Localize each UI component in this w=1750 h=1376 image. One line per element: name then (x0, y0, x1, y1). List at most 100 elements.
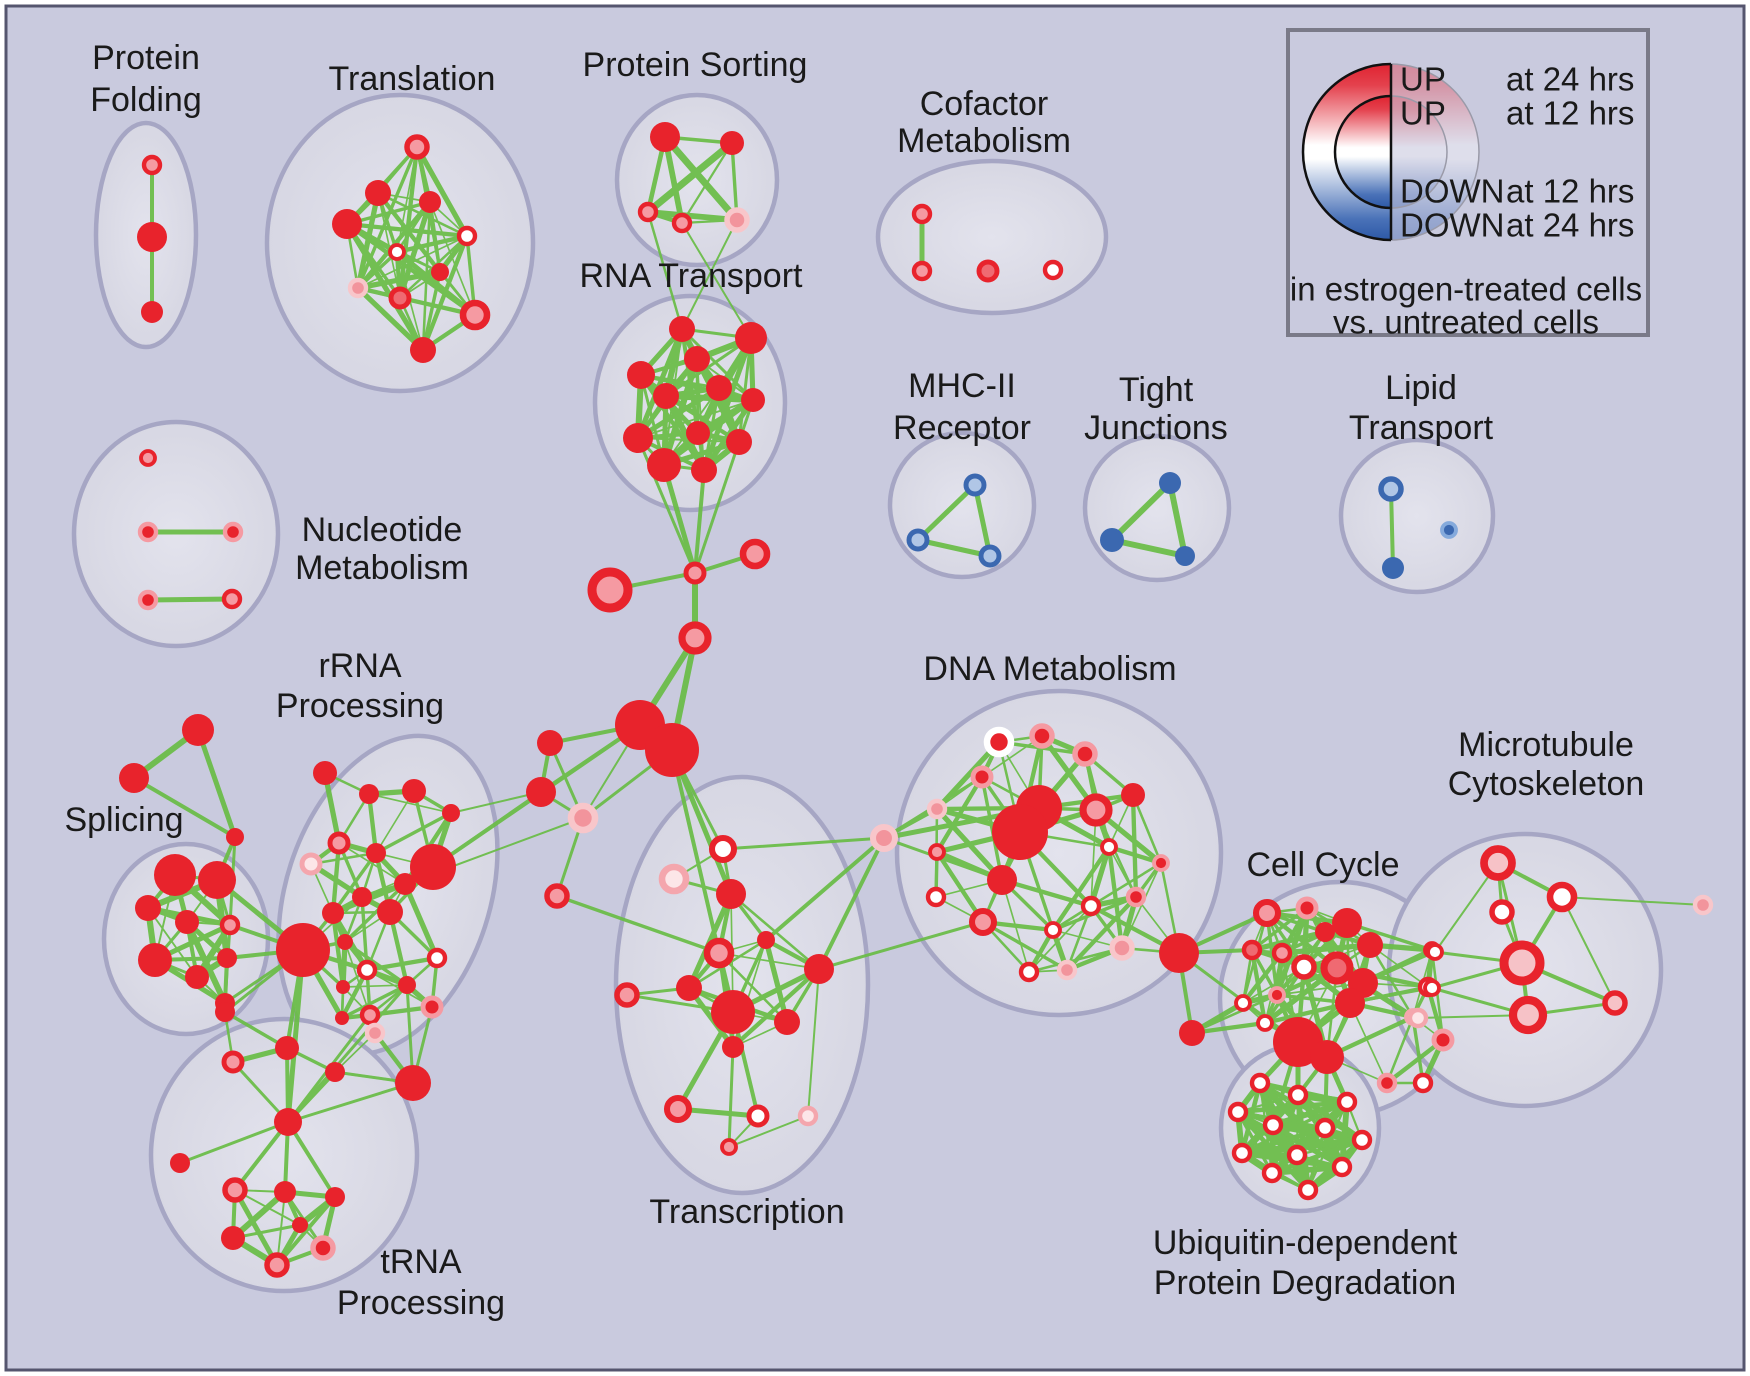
gene-node-microtubule (1508, 995, 1548, 1035)
gene-node-dna-met (1072, 741, 1098, 767)
gene-node-tight-junctions (1100, 528, 1124, 552)
gene-node-transcription (703, 937, 735, 969)
gene-node-transcription (757, 931, 775, 949)
gene-node-trna (364, 1022, 386, 1044)
edge-tight-junctions (1109, 480, 1173, 543)
gene-node-ubiquitin (1351, 1129, 1373, 1151)
edge-rrna--trna (285, 947, 306, 1125)
edge-connectors (195, 727, 238, 840)
mesh-edge-dna-met (1106, 844, 1164, 866)
mesh-edge-cell-cycle (1190, 993, 1279, 1035)
mesh-edge-ubiquitin (1269, 1164, 1345, 1176)
gene-node-cell-cycle (1357, 932, 1383, 958)
mesh-edge-rna-transport (680, 327, 755, 402)
gene-node-trna (264, 1252, 290, 1278)
legend-time-label: at 24 hrs (1506, 61, 1634, 98)
cluster-ellipse-lipid (1338, 437, 1496, 595)
gene-node-rrna (420, 995, 444, 1019)
cluster-label-cofactor: Metabolism (897, 122, 1071, 160)
gene-node-lipid (1382, 557, 1404, 579)
mesh-edge-rna-transport (637, 399, 754, 439)
mesh-edge-cell-cycle (1385, 1015, 1415, 1085)
gene-node-ubiquitin (1314, 1117, 1336, 1139)
gene-node-dna-met (1056, 959, 1078, 981)
gene-node-microtubule (1499, 940, 1545, 986)
gene-node-transcription (716, 879, 746, 909)
mesh-edge-ubiquitin (1269, 1137, 1365, 1176)
mesh-edge-translation (428, 200, 442, 274)
gene-node-dna-met (970, 765, 994, 789)
mesh-edge-cell-cycle (1240, 950, 1285, 1006)
gene-node-microtubule (1423, 979, 1441, 997)
gene-node-rna-transport (706, 375, 732, 401)
legend-time-label: at 12 hrs (1506, 95, 1634, 132)
gene-node-splicing (219, 914, 241, 936)
gene-node-cell-cycle (1335, 988, 1365, 1018)
gene-node-dna-met (928, 843, 946, 861)
gene-node-splicing (217, 948, 237, 968)
edge-rrna--trna (286, 983, 409, 1124)
cluster-label-mhc: MHC-II (908, 367, 1016, 405)
edge-rna-transport--connectors (661, 462, 698, 576)
gene-node-nucleotide (139, 449, 157, 467)
edge-mhc (915, 537, 993, 559)
gene-node-connectors (544, 883, 570, 909)
edge-mhc (915, 482, 978, 543)
gene-node-connectors (645, 723, 699, 777)
mesh-edge-protein-sorting (661, 133, 741, 224)
mesh-edge-rrna (364, 955, 440, 973)
edge-nucleotide (145, 596, 235, 603)
gene-node-cofactor (911, 260, 933, 282)
gene-node-translation (332, 209, 362, 239)
mesh-edge-dna-met (1089, 861, 1163, 908)
mesh-edge-translation (414, 144, 470, 239)
gene-node-translation (388, 286, 412, 310)
gene-node-cofactor (911, 203, 933, 225)
cluster-label-protein-folding: Folding (90, 81, 202, 119)
edge-microtubule (1561, 896, 1616, 1004)
gene-node-connectors (226, 828, 244, 846)
mesh-edge-cell-cycle (1411, 1015, 1425, 1085)
gene-node-dna-met (968, 907, 998, 937)
cluster-label-translation: Translation (329, 60, 496, 98)
cluster-ellipse-translation (264, 92, 536, 394)
gene-node-microtubule (1480, 845, 1516, 881)
gene-node-microtubule (1692, 894, 1714, 916)
edge-protein-sorting--rna-transport (681, 219, 738, 330)
gene-node-protein-sorting (671, 212, 693, 234)
cluster-label-microtubule: Cytoskeleton (1448, 765, 1645, 803)
gene-node-rrna (335, 1011, 349, 1025)
gene-node-dna-met (1079, 793, 1113, 827)
gene-node-rrna (299, 852, 323, 876)
gene-node-microtubule (1489, 899, 1515, 925)
cluster-label-protein-folding: Protein (92, 39, 200, 77)
mesh-edge-protein-sorting (645, 209, 740, 223)
gene-node-dna-met (1018, 961, 1040, 983)
mesh-edge-translation (355, 285, 426, 353)
mesh-edge-translation (344, 221, 426, 353)
cluster-label-microtubule: Microtubule (1458, 726, 1634, 764)
gene-node-transcription (676, 975, 702, 1001)
gene-node-cell-cycle (1376, 1072, 1398, 1094)
gene-node-rrna (377, 899, 403, 925)
gene-node-protein-folding (137, 222, 167, 252)
mesh-edge-transcription (730, 966, 822, 1050)
gene-node-dna-met (1044, 921, 1062, 939)
cluster-label-ubiquitin: Protein Degradation (1154, 1264, 1456, 1302)
gene-node-transcription (774, 1009, 800, 1035)
edge-connectors--transcription (817, 836, 886, 971)
cluster-label-nucleotide: Nucleotide (302, 511, 463, 549)
gene-node-connectors (739, 538, 771, 570)
gene-node-transcription (804, 954, 834, 984)
gene-node-rrna (359, 1004, 381, 1026)
gene-node-rrna (402, 779, 426, 803)
gene-node-connectors (678, 621, 712, 655)
gene-node-rna-transport (684, 346, 710, 372)
gene-node-rna-transport (669, 316, 695, 342)
mesh-edge-dna-met (1064, 894, 1139, 973)
gene-node-dna-met (1109, 935, 1135, 961)
gene-node-transcription (658, 863, 690, 895)
gene-node-cell-cycle (1332, 908, 1362, 938)
mesh-edge-protein-sorting (730, 141, 739, 222)
nodes (119, 122, 1714, 1278)
